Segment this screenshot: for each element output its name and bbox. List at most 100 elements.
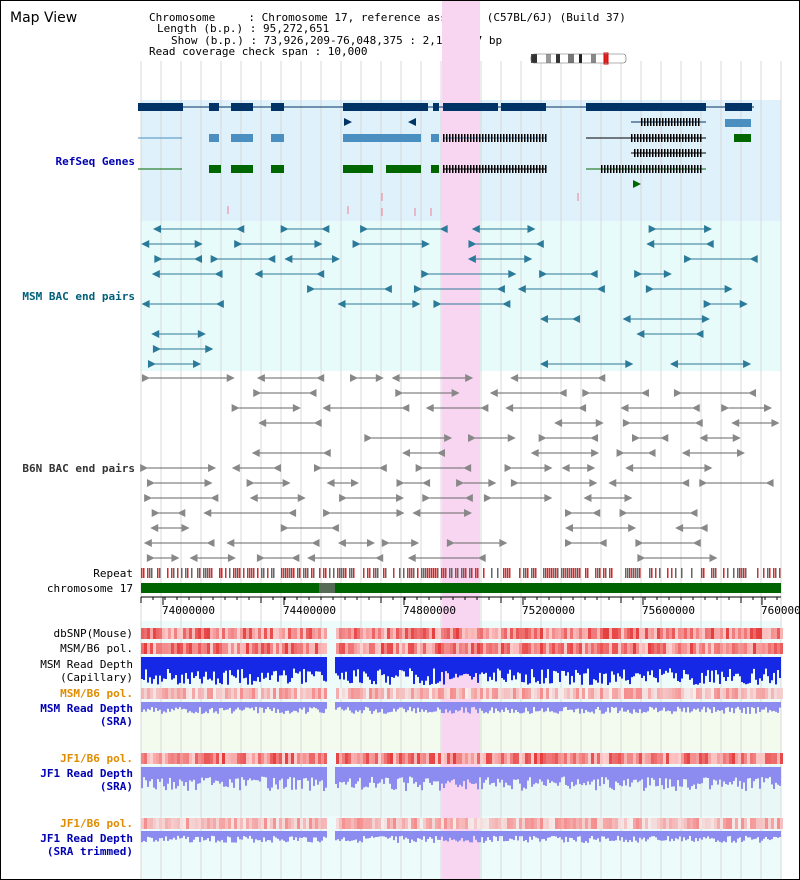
depth-bar bbox=[595, 657, 597, 681]
depth-bar bbox=[493, 767, 495, 783]
coverage-cell bbox=[267, 628, 270, 639]
repeat-element bbox=[627, 568, 629, 578]
bac-end bbox=[731, 419, 740, 427]
coverage-cell bbox=[144, 818, 147, 829]
depth-bar bbox=[571, 767, 573, 782]
depth-bar bbox=[225, 767, 227, 787]
depth-bar bbox=[563, 831, 565, 843]
depth-bar bbox=[499, 657, 501, 671]
depth-bar bbox=[461, 767, 463, 787]
axis-tick-label: 76000000 bbox=[761, 604, 800, 617]
coverage-cell bbox=[297, 628, 300, 639]
depth-bar bbox=[633, 767, 635, 780]
track-label-refseq-genes[interactable]: RefSeq Genes bbox=[55, 155, 135, 168]
coverage-cell bbox=[264, 688, 267, 699]
coverage-cell bbox=[360, 753, 363, 764]
depth-bar bbox=[501, 657, 503, 679]
depth-bar bbox=[723, 831, 725, 842]
depth-bar bbox=[529, 831, 531, 837]
coverage-cell bbox=[612, 818, 615, 829]
gene-exon bbox=[694, 165, 696, 173]
coverage-cell bbox=[660, 688, 663, 699]
coverage-cell bbox=[174, 688, 177, 699]
depth-bar bbox=[567, 767, 569, 787]
gene-exon bbox=[673, 134, 675, 142]
bac-end bbox=[194, 255, 203, 263]
track-label-msm-bac[interactable]: MSM BAC end pairs bbox=[22, 290, 135, 303]
coverage-cell bbox=[195, 818, 198, 829]
bac-end bbox=[349, 374, 358, 382]
coverage-cell bbox=[255, 628, 258, 639]
coverage-cell bbox=[426, 753, 429, 764]
coverage-cell bbox=[588, 643, 591, 654]
depth-bar bbox=[679, 767, 681, 787]
coverage-cell bbox=[654, 688, 657, 699]
bac-end bbox=[151, 509, 160, 517]
gene-exon bbox=[533, 134, 535, 142]
depth-bar bbox=[631, 657, 633, 678]
coverage-cell bbox=[297, 753, 300, 764]
depth-bar bbox=[189, 657, 191, 684]
depth-bar bbox=[465, 767, 467, 790]
coverage-cell bbox=[717, 643, 720, 654]
depth-bar bbox=[649, 767, 651, 786]
repeat-element bbox=[225, 568, 227, 578]
depth-bar bbox=[721, 702, 723, 711]
depth-bar bbox=[187, 657, 189, 679]
depth-bar bbox=[445, 767, 447, 784]
track-label-msm-b6-pol: MSM/B6 pol. bbox=[60, 642, 133, 655]
depth-bar bbox=[583, 702, 585, 714]
depth-bar bbox=[307, 767, 309, 781]
coverage-cell bbox=[264, 818, 267, 829]
depth-bar bbox=[511, 831, 513, 840]
coverage-cell bbox=[648, 628, 651, 639]
coverage-cell bbox=[351, 643, 354, 654]
coverage-cell bbox=[660, 753, 663, 764]
coverage-cell bbox=[186, 818, 189, 829]
coverage-cell bbox=[228, 628, 231, 639]
depth-bar bbox=[369, 657, 371, 680]
bac-end bbox=[499, 539, 508, 547]
depth-bar bbox=[769, 702, 771, 711]
depth-bar bbox=[547, 831, 549, 838]
chromosome-gap bbox=[319, 583, 335, 593]
coverage-cell bbox=[201, 628, 204, 639]
depth-bar bbox=[533, 657, 535, 678]
coverage-cell bbox=[303, 643, 306, 654]
depth-bar bbox=[521, 767, 523, 791]
bac-end bbox=[246, 479, 255, 487]
depth-bar bbox=[665, 657, 667, 671]
coverage-cell bbox=[306, 643, 309, 654]
coverage-cell bbox=[552, 688, 555, 699]
coverage-cell bbox=[303, 753, 306, 764]
coverage-cell bbox=[531, 628, 534, 639]
depth-bar bbox=[321, 767, 323, 781]
depth-bar bbox=[349, 767, 351, 779]
coverage-cell bbox=[261, 643, 264, 654]
depth-bar bbox=[163, 702, 165, 712]
depth-bar bbox=[185, 831, 187, 839]
coverage-cell bbox=[549, 818, 552, 829]
depth-bar bbox=[549, 702, 551, 712]
gene-exon bbox=[655, 149, 657, 157]
coverage-cell bbox=[582, 753, 585, 764]
depth-bar bbox=[157, 831, 159, 842]
depth-bar bbox=[713, 831, 715, 839]
coverage-cell bbox=[738, 628, 741, 639]
coverage-cell bbox=[594, 753, 597, 764]
depth-bar bbox=[399, 831, 401, 837]
depth-bar bbox=[209, 702, 211, 710]
depth-bar bbox=[649, 657, 651, 676]
depth-bar bbox=[601, 702, 603, 714]
depth-bar bbox=[185, 767, 187, 783]
depth-bar bbox=[511, 657, 513, 681]
coverage-cell bbox=[762, 628, 765, 639]
repeat-element bbox=[341, 568, 343, 578]
coverage-cell bbox=[654, 753, 657, 764]
track-label-b6n-bac[interactable]: B6N BAC end pairs bbox=[22, 462, 135, 475]
depth-bar bbox=[493, 831, 495, 836]
depth-bar bbox=[557, 831, 559, 839]
coverage-cell bbox=[561, 643, 564, 654]
bac-end bbox=[439, 225, 448, 233]
